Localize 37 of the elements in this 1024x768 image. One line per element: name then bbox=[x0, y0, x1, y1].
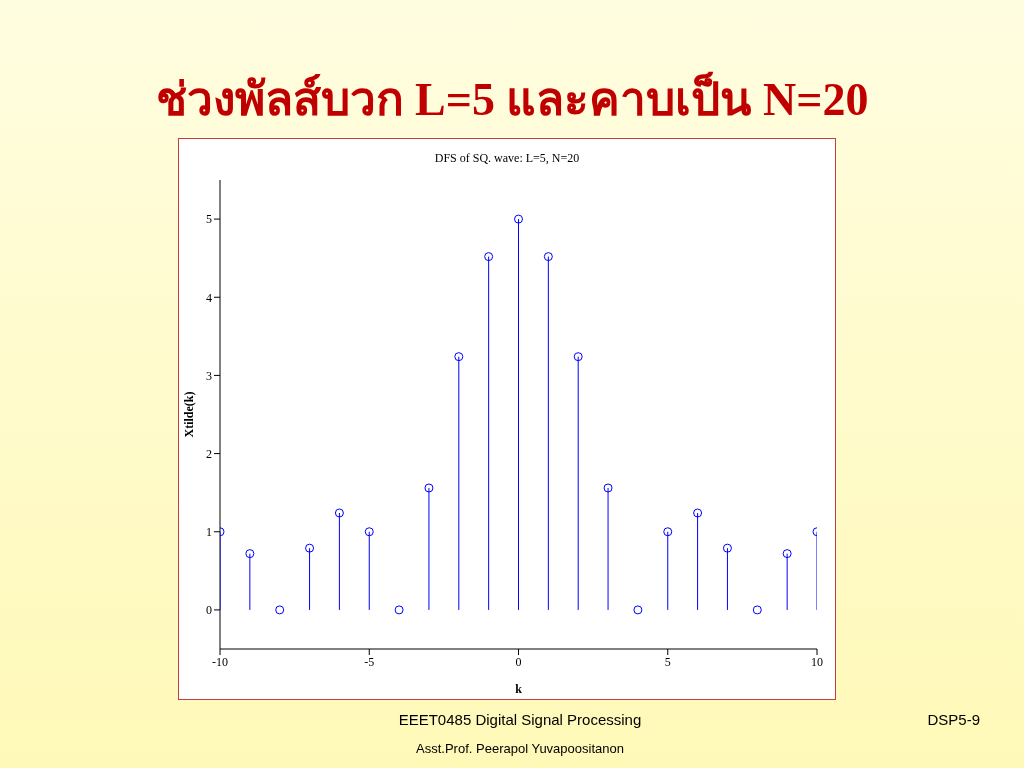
x-tick-label: 0 bbox=[515, 654, 522, 669]
y-tick-label: 3 bbox=[206, 368, 212, 383]
point bbox=[394, 605, 404, 615]
point bbox=[663, 527, 673, 537]
point bbox=[693, 508, 703, 518]
point bbox=[305, 543, 315, 553]
chart-title: ช่วงพัลส์บวก L=5 และคาบเป็น N=20 bbox=[154, 70, 870, 127]
point bbox=[752, 605, 762, 615]
x-tick-label: -5 bbox=[364, 654, 375, 669]
point bbox=[722, 543, 732, 553]
y-tick-label: 4 bbox=[206, 290, 212, 305]
point bbox=[573, 352, 583, 362]
point bbox=[275, 605, 285, 615]
y-axis-title: Xtilde(k) bbox=[182, 391, 197, 438]
x-tick-label: -10 bbox=[212, 654, 228, 669]
point bbox=[245, 549, 255, 559]
point bbox=[334, 508, 344, 518]
x-tick-label: 10 bbox=[811, 654, 823, 669]
y-tick-label: 2 bbox=[206, 446, 212, 461]
x-axis-title: k bbox=[515, 682, 523, 696]
point bbox=[454, 352, 464, 362]
text: EEET0485 Digital Signal Processing bbox=[397, 711, 643, 728]
y-tick-label: 0 bbox=[206, 603, 212, 618]
text: DSP5-9 bbox=[926, 711, 980, 728]
point bbox=[364, 527, 374, 537]
chart-subtitle: DFS of SQ. wave: L=5, N=20 bbox=[433, 151, 581, 166]
point bbox=[543, 252, 553, 262]
point bbox=[603, 483, 613, 493]
y-tick-label: 1 bbox=[206, 525, 212, 540]
point bbox=[633, 605, 643, 615]
point bbox=[424, 483, 434, 493]
point bbox=[782, 549, 792, 559]
point bbox=[514, 214, 523, 224]
x-tick-label: 5 bbox=[664, 654, 671, 669]
text: Asst.Prof. Peerapol Yuvapoositanon bbox=[415, 741, 625, 756]
point bbox=[484, 252, 494, 262]
y-tick-label: 5 bbox=[206, 212, 212, 227]
